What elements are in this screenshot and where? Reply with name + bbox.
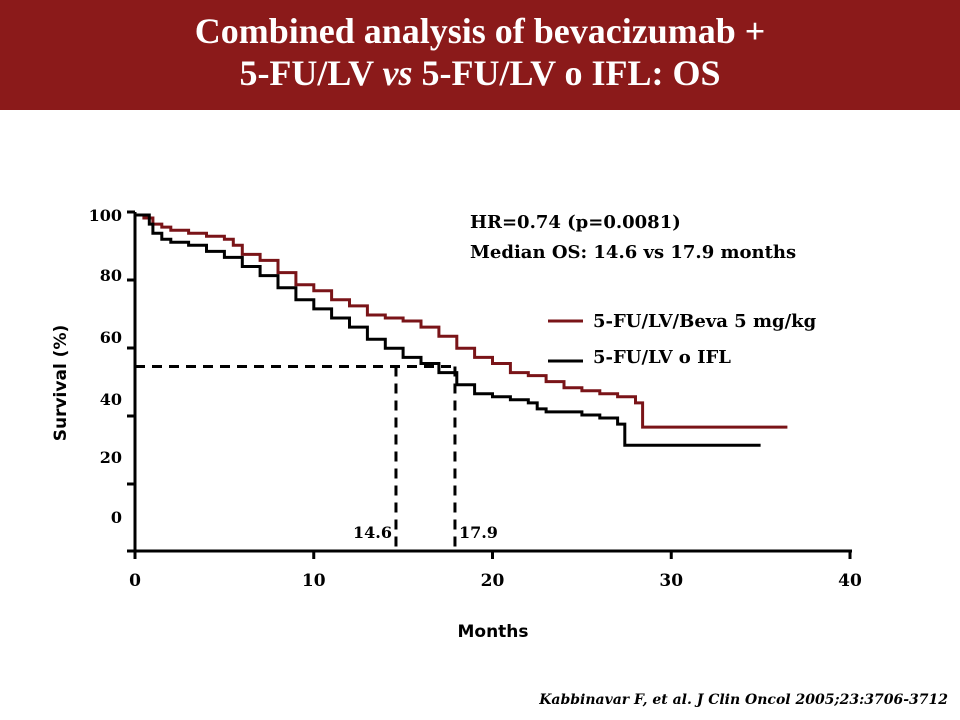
- legend-beva-label: 5-FU/LV/Beva 5 mg/kg: [593, 311, 817, 332]
- citation: Kabbinavar F, et al. J Clin Oncol 2005;2…: [539, 692, 948, 708]
- x-tick-label: 0: [129, 571, 141, 591]
- x-axis-label: Months: [457, 622, 528, 642]
- y-tick-label: 60: [100, 328, 122, 347]
- y-tick-label: 80: [100, 266, 122, 285]
- median-control-label: 14.6: [353, 523, 392, 542]
- y-tick-label: 20: [100, 448, 122, 467]
- slide-title-line-2: 5-FU/LV vs 5-FU/LV o IFL: OS: [0, 50, 960, 92]
- x-tick-label: 20: [481, 571, 505, 591]
- y-axis-label: Survival (%): [51, 325, 71, 442]
- title-line-2-vs: vs: [382, 53, 413, 93]
- y-tick-label: 0: [111, 508, 122, 527]
- title-line-2-start: 5-FU/LV: [239, 53, 383, 93]
- y-tick-label: 40: [100, 390, 122, 409]
- title-band: Combined analysis of bevacizumab + 5-FU/…: [0, 0, 960, 110]
- x-tick-label: 10: [302, 571, 326, 591]
- y-tick-label: 100: [89, 206, 122, 225]
- median-os-annotation: Median OS: 14.6 vs 17.9 months: [470, 242, 796, 263]
- beva-survival-curve: [135, 213, 788, 429]
- hazard-ratio-annotation: HR=0.74 (p=0.0081): [470, 212, 681, 233]
- control-survival-curve: [135, 213, 761, 447]
- median-beva-label: 17.9: [459, 523, 498, 542]
- x-tick-label: 30: [659, 571, 683, 591]
- x-tick-label: 40: [838, 571, 862, 591]
- legend-control-label: 5-FU/LV o IFL: [593, 347, 731, 368]
- slide-title-line-1: Combined analysis of bevacizumab +: [194, 11, 766, 51]
- title-line-2-end: 5-FU/LV o IFL: OS: [412, 53, 721, 93]
